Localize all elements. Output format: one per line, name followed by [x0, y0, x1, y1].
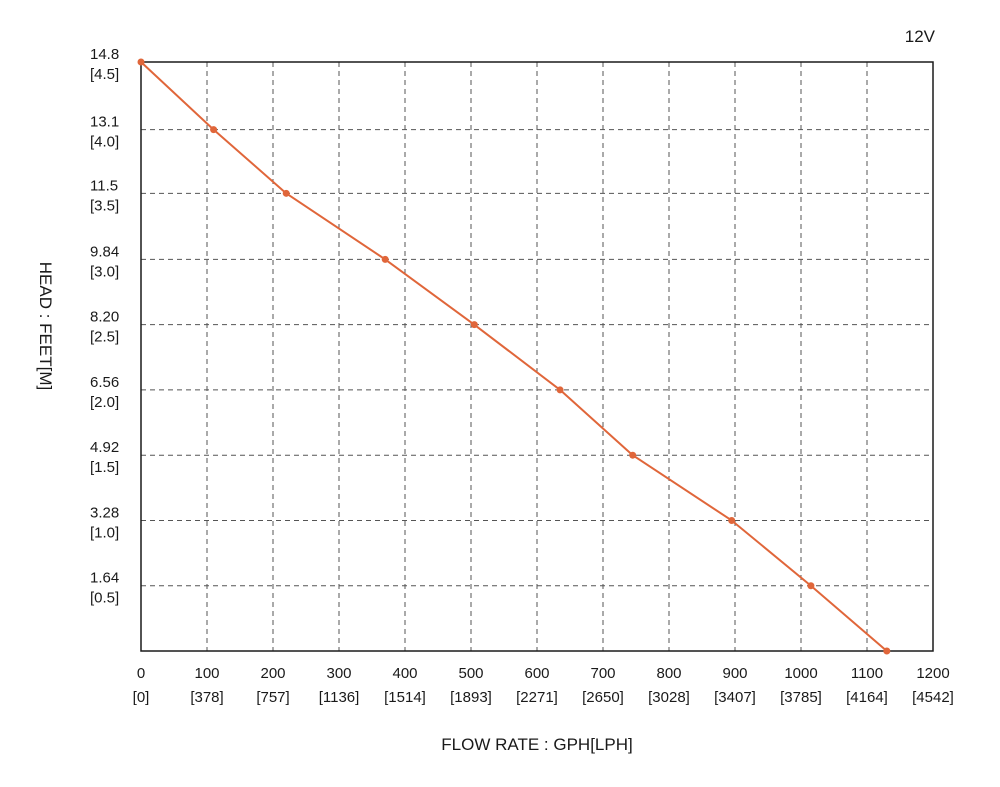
data-point — [470, 321, 478, 329]
x-tick-label: 900 — [722, 665, 747, 682]
data-point — [282, 189, 290, 197]
data-point — [210, 126, 218, 134]
y-tick-label: 6.56 — [90, 374, 119, 391]
x-tick-label: 100 — [194, 665, 219, 682]
data-point — [728, 516, 736, 524]
x-tick-sublabel: [757] — [256, 689, 289, 706]
x-tick-sublabel: [1893] — [450, 689, 492, 706]
x-tick-label: 0 — [137, 665, 145, 682]
x-tick-sublabel: [3028] — [648, 689, 690, 706]
y-tick-label: 8.20 — [90, 309, 119, 326]
grid-layer — [141, 62, 933, 651]
voltage-label: 12V — [905, 27, 936, 46]
y-tick-sublabel: [1.5] — [90, 459, 119, 476]
x-tick-label: 600 — [524, 665, 549, 682]
y-tick-label: 1.64 — [90, 570, 119, 587]
y-axis-title: HEAD : FEET[M] — [36, 262, 55, 390]
y-tick-sublabel: [0.5] — [90, 590, 119, 607]
y-tick-sublabel: [2.5] — [90, 329, 119, 346]
data-point — [807, 582, 815, 590]
series-layer — [137, 58, 891, 655]
plot-frame — [140, 61, 934, 652]
x-tick-label: 700 — [590, 665, 615, 682]
y-tick-label: 13.1 — [90, 114, 119, 131]
y-tick-label: 11.5 — [90, 177, 118, 194]
x-tick-label: 500 — [458, 665, 483, 682]
data-point — [381, 255, 389, 263]
y-tick-sublabel: [3.5] — [90, 197, 119, 214]
y-tick-label: 4.92 — [90, 439, 119, 456]
x-axis-title: FLOW RATE : GPH[LPH] — [441, 735, 632, 754]
x-tick-sublabel: [0] — [133, 689, 150, 706]
y-tick-sublabel: [4.5] — [90, 66, 119, 83]
data-point — [629, 451, 637, 459]
y-tick-sublabel: [4.0] — [90, 134, 119, 151]
x-tick-label: 300 — [326, 665, 351, 682]
y-tick-sublabel: [1.0] — [90, 524, 119, 541]
x-tick-sublabel: [378] — [190, 689, 223, 706]
series-line — [140, 61, 888, 652]
y-tick-label: 9.84 — [90, 243, 119, 260]
x-tick-label: 200 — [260, 665, 285, 682]
y-tick-sublabel: [3.0] — [90, 263, 119, 280]
x-tick-label: 400 — [392, 665, 417, 682]
x-tick-label: 1200 — [916, 665, 949, 682]
x-tick-sublabel: [4164] — [846, 689, 888, 706]
y-tick-label: 14.8 — [90, 46, 119, 63]
data-point — [137, 58, 145, 66]
x-axis-ticks: 0 [0] 100 [378] 200 [757] 300 [1136] 400 [1514] 50… — [133, 665, 954, 706]
data-point — [556, 386, 564, 394]
x-tick-label: 800 — [656, 665, 681, 682]
x-tick-sublabel: [2650] — [582, 689, 624, 706]
x-tick-sublabel: [3785] — [780, 689, 822, 706]
x-tick-sublabel: [1514] — [384, 689, 426, 706]
y-tick-sublabel: [2.0] — [90, 394, 119, 411]
x-tick-sublabel: [2271] — [516, 689, 558, 706]
x-tick-label: 1100 — [851, 665, 883, 682]
x-tick-sublabel: [4542] — [912, 689, 954, 706]
data-point — [883, 647, 891, 655]
x-tick-sublabel: [1136] — [319, 689, 360, 706]
y-tick-label: 3.28 — [90, 504, 119, 521]
y-axis-ticks: 1.64 [0.5] 3.28 [1.0] 4.92 [1.5] 6.56 [2.0] 8.20… — [90, 46, 119, 607]
x-tick-label: 1000 — [784, 665, 817, 682]
x-tick-sublabel: [3407] — [714, 689, 756, 706]
